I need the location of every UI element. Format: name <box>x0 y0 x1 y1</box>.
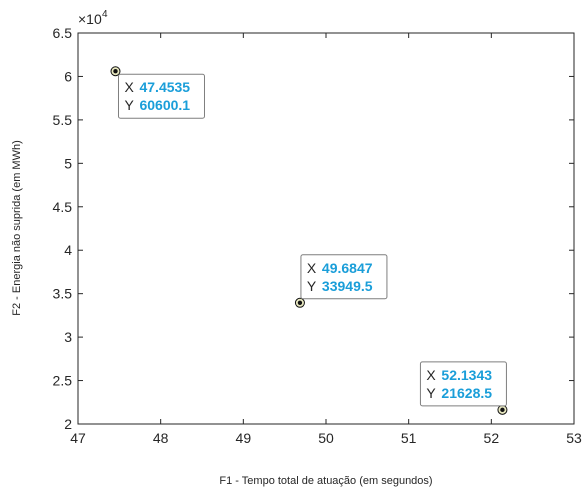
data-tip-x-value: 52.1343 <box>441 367 492 383</box>
data-point-marker <box>500 407 505 413</box>
y-exponent-base: ×10 <box>78 11 102 27</box>
data-points <box>110 66 508 415</box>
data-tips: X 47.4535 Y 60600.1 X 49.6847 Y 33949.5 X 52.1343… <box>117 73 507 407</box>
y-tick-label: 5.5 <box>53 112 73 128</box>
y-tick-label: 2 <box>64 416 72 432</box>
data-tip-x-key: X <box>426 367 436 383</box>
y-tick-label: 4.5 <box>53 199 73 215</box>
data-tip-box <box>419 361 507 407</box>
x-tick-label: 48 <box>153 430 169 446</box>
data-tip-y-key: Y <box>124 97 134 113</box>
x-tick-label: 49 <box>236 430 252 446</box>
data-tip-y-value: 60600.1 <box>139 97 190 113</box>
x-tick-label: 53 <box>566 430 582 446</box>
data-point-marker <box>113 69 118 74</box>
data-tip: X 47.4535 Y 60600.1 <box>117 73 205 119</box>
y-tick-label: 4 <box>64 242 72 258</box>
y-axis-title: F2 - Energia não suprida (em MWh) <box>11 140 23 315</box>
data-tip-x-value: 49.6847 <box>322 260 373 276</box>
y-tick-label: 3.5 <box>53 286 73 302</box>
data-tip: X 52.1343 Y 21628.5 <box>419 361 507 407</box>
y-tick-label: 2.5 <box>53 373 73 389</box>
y-tick-label: 6 <box>64 68 72 84</box>
data-tip-box <box>300 254 388 300</box>
x-tick-label: 50 <box>318 430 334 446</box>
y-tick-label: 5 <box>64 155 72 171</box>
x-tick-label: 47 <box>70 430 86 446</box>
data-tip-y-value: 33949.5 <box>322 278 373 294</box>
data-point <box>294 297 305 308</box>
x-tick-label: 51 <box>401 430 417 446</box>
data-tip-y-value: 21628.5 <box>441 385 492 401</box>
data-tip: X 49.6847 Y 33949.5 <box>300 254 388 300</box>
data-tip-x-key: X <box>307 260 317 276</box>
axis-ticks: 47 48 49 50 51 52 53 2 2.5 3 3.5 4 4.5 5 5.5 6 6.5 <box>53 25 582 446</box>
x-axis-title: F1 - Tempo total de atuação (em segundos… <box>219 475 432 487</box>
data-point <box>497 404 508 415</box>
y-exponent: 4 <box>102 9 108 20</box>
data-tip-y-key: Y <box>426 385 436 401</box>
data-tip-box <box>117 73 205 119</box>
data-tip-y-key: Y <box>307 278 317 294</box>
data-tip-x-key: X <box>124 79 134 95</box>
data-point <box>110 66 121 77</box>
y-tick-label: 6.5 <box>53 25 73 41</box>
data-tip-x-value: 47.4535 <box>139 79 190 95</box>
y-tick-label: 3 <box>64 329 72 345</box>
data-point-marker <box>297 300 303 305</box>
x-tick-label: 52 <box>484 430 500 446</box>
